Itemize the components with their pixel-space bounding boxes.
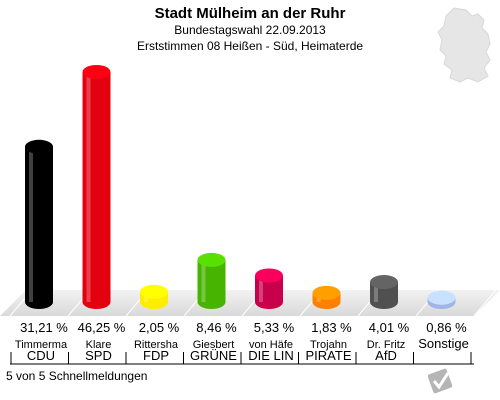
bar-sonstige — [427, 290, 456, 310]
candidate-label: Trojahn — [310, 339, 347, 351]
bar-cdu — [25, 139, 53, 309]
vote-manager-logo — [428, 368, 453, 394]
report-status: 5 von 5 Schnellmeldungen — [6, 369, 148, 383]
bar-highlight — [201, 259, 206, 302]
value-label: 1,83 % — [311, 320, 352, 335]
party-label: AfD — [375, 348, 397, 363]
candidate-label: von Häfe — [249, 339, 293, 351]
bar-cap — [312, 285, 341, 300]
bar-highlight — [374, 282, 378, 302]
bar-piraten — [312, 285, 341, 310]
chart-floor — [0, 289, 500, 317]
election-subtitle: Bundestagswahl 22.09.2013 — [174, 23, 326, 37]
party-label: FDP — [143, 348, 169, 363]
candidate-label: Timmerma — [15, 339, 68, 351]
bar-body — [82, 72, 111, 310]
bar-highlight — [259, 275, 263, 302]
party-label: CDU — [27, 348, 55, 363]
bar-cap — [370, 275, 398, 290]
party-label: SPD — [85, 348, 112, 363]
candidate-label: Dr. Fritz — [367, 339, 406, 351]
chart-title: Stadt Mülheim an der Ruhr — [154, 5, 346, 22]
value-label: 2,05 % — [139, 320, 180, 335]
value-label: 0,86 % — [426, 320, 467, 335]
bar-cap — [197, 252, 226, 267]
bar-body — [197, 259, 226, 310]
bar-spd — [82, 65, 111, 310]
bar-fdp — [140, 284, 168, 309]
bar-highlight — [29, 146, 33, 302]
bar-cap — [427, 290, 456, 305]
bar-cap — [25, 139, 53, 154]
bar-body — [255, 275, 283, 309]
district-subtitle: Erststimmen 08 Heißen - Süd, Heimaterde — [136, 39, 364, 53]
candidate-label: Klare — [86, 339, 112, 351]
party-label: DIE LIN — [248, 348, 294, 363]
candidate-label: Giesbert — [193, 339, 235, 351]
bar-cap — [140, 284, 168, 299]
party-label: GRÜNE — [190, 348, 237, 363]
party-label: Sonstige — [418, 336, 469, 351]
value-label: 46,25 % — [78, 320, 126, 335]
bar-grüne — [197, 252, 226, 310]
bar-die-linke — [255, 268, 283, 309]
chart-floor-plane — [0, 290, 500, 316]
bar-afd — [370, 275, 398, 309]
value-label: 31,21 % — [20, 320, 68, 335]
party-label: PIRATE — [306, 348, 352, 363]
bar-cap — [255, 268, 283, 283]
germany-map-icon — [437, 7, 491, 83]
bar-highlight — [86, 72, 91, 302]
bar-body — [370, 282, 398, 309]
bar-body — [25, 146, 53, 309]
value-label: 4,01 % — [369, 320, 410, 335]
value-label: 5,33 % — [254, 320, 295, 335]
bar-cap — [82, 65, 111, 79]
candidate-label: Rittersha — [134, 339, 179, 351]
value-label: 8,46 % — [196, 320, 237, 335]
floor-grid-line — [473, 289, 497, 317]
